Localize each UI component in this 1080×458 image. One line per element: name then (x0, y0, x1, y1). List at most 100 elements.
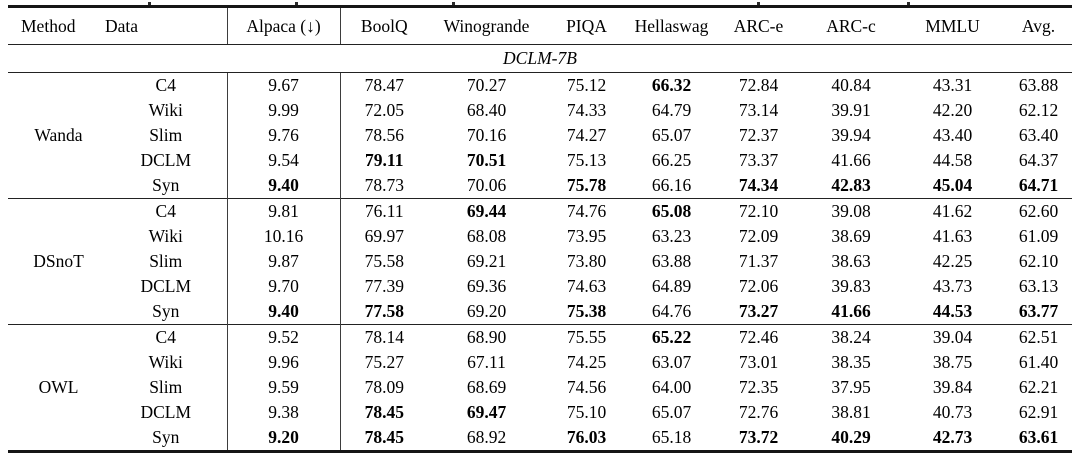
value-cell-boolq: 78.45 (364, 402, 404, 422)
value-cell-alpaca: 10.16 (226, 224, 341, 249)
value-cell-avg: 64.37 (1018, 150, 1059, 170)
value-cell-arc-e: 72.06 (738, 276, 779, 296)
remnant-mark (295, 2, 298, 5)
value-cell-winogrande: 68.90 (466, 327, 507, 347)
results-table: Method Data Alpaca (↓) BoolQ Winogrande PIQA H… (8, 5, 1072, 453)
section-label: DCLM-7B (8, 44, 1072, 73)
remnant-mark (148, 2, 151, 5)
value-cell-winogrande: 70.06 (466, 175, 507, 195)
value-cell-mmlu: 38.75 (932, 352, 973, 372)
value-cell-piqa: 75.13 (566, 150, 607, 170)
value-cell-mmlu: 44.53 (932, 301, 973, 321)
value-cell-mmlu: 41.62 (932, 201, 973, 221)
value-cell-hellaswag: 66.16 (651, 175, 692, 195)
value-cell-alpaca: 9.40 (226, 299, 341, 325)
value-cell-mmlu: 45.04 (932, 175, 973, 195)
value-cell-arc-e: 73.37 (738, 150, 779, 170)
value-cell-winogrande: 68.08 (466, 226, 507, 246)
method-group-owl: OWL C4 9.52 78.14 68.90 75.55 65.22 72.46 38.24 3… (8, 324, 1072, 452)
section-row: DCLM-7B (8, 44, 1072, 73)
value-cell-avg: 62.91 (1018, 402, 1059, 422)
value-cell-mmlu: 43.73 (932, 276, 973, 296)
value-cell-alpaca: 9.67 (226, 72, 341, 98)
value-cell-avg: 63.61 (1018, 427, 1059, 447)
table-header: Method Data Alpaca (↓) BoolQ Winogrande PIQA H… (8, 6, 1072, 45)
value-cell-piqa: 73.95 (566, 226, 607, 246)
header-row: Method Data Alpaca (↓) BoolQ Winogrande PIQA H… (8, 6, 1072, 45)
value-cell-boolq: 78.47 (364, 75, 404, 95)
value-cell-piqa: 74.27 (566, 125, 607, 145)
value-cell-avg: 62.51 (1018, 327, 1059, 347)
value-cell-arc-c: 38.81 (831, 402, 871, 422)
col-header-hellaswag: Hellaswag (628, 6, 715, 45)
value-cell-piqa: 75.10 (566, 402, 607, 422)
value-cell-alpaca: 9.54 (226, 148, 341, 173)
value-cell-boolq: 78.56 (364, 125, 404, 145)
value-cell-avg: 63.77 (1018, 301, 1059, 321)
method-label: DSnoT (33, 251, 84, 271)
method-label: Wanda (34, 125, 83, 145)
data-label: Wiki (148, 226, 183, 246)
value-cell-piqa: 74.56 (566, 377, 607, 397)
value-cell-hellaswag: 65.08 (651, 201, 692, 221)
value-cell-boolq: 72.05 (364, 100, 404, 120)
value-cell-mmlu: 39.84 (932, 377, 973, 397)
value-cell-alpaca: 9.38 (226, 400, 341, 425)
value-cell-alpaca: 9.76 (226, 123, 341, 148)
value-cell-piqa: 75.78 (566, 175, 607, 195)
value-cell-arc-e: 73.27 (738, 301, 779, 321)
value-cell-mmlu: 42.20 (932, 100, 973, 120)
value-cell-mmlu: 43.40 (932, 125, 973, 145)
value-cell-piqa: 75.55 (566, 327, 607, 347)
section-row: DCLM-7B (8, 44, 1072, 73)
table-row: Slim 9.76 78.56 70.16 74.27 65.07 72.37 39.94 43… (8, 123, 1072, 148)
value-cell-avg: 62.10 (1018, 251, 1059, 271)
value-cell-hellaswag: 64.76 (651, 301, 692, 321)
value-cell-arc-c: 39.91 (831, 100, 871, 120)
value-cell-winogrande: 69.47 (466, 402, 507, 422)
value-cell-piqa: 74.63 (566, 276, 607, 296)
data-label: Slim (149, 125, 183, 145)
value-cell-mmlu: 39.04 (932, 327, 973, 347)
value-cell-mmlu: 42.25 (932, 251, 973, 271)
value-cell-hellaswag: 63.07 (651, 352, 692, 372)
value-cell-hellaswag: 65.22 (651, 327, 692, 347)
value-cell-hellaswag: 64.89 (651, 276, 692, 296)
value-cell-alpaca: 9.81 (226, 198, 341, 224)
value-cell-winogrande: 70.51 (466, 150, 507, 170)
value-cell-alpaca: 9.96 (226, 350, 341, 375)
value-cell-boolq: 78.14 (364, 327, 404, 347)
value-cell-arc-e: 74.34 (738, 175, 779, 195)
table-row: DCLM 9.54 79.11 70.51 75.13 66.25 73.37 41.66 44… (8, 148, 1072, 173)
value-cell-arc-e: 72.46 (738, 327, 779, 347)
value-cell-winogrande: 69.36 (466, 276, 507, 296)
value-cell-arc-c: 39.94 (831, 125, 871, 145)
value-cell-piqa: 75.12 (566, 75, 607, 95)
col-header-boolq: BoolQ (340, 6, 428, 45)
value-cell-mmlu: 41.63 (932, 226, 973, 246)
data-label: C4 (155, 201, 176, 221)
value-cell-hellaswag: 66.25 (651, 150, 692, 170)
value-cell-alpaca: 9.99 (226, 98, 341, 123)
value-cell-arc-e: 72.37 (738, 125, 779, 145)
value-cell-piqa: 76.03 (566, 427, 607, 447)
value-cell-arc-e: 73.01 (738, 352, 779, 372)
data-label: DCLM (140, 276, 192, 296)
data-label: Wiki (148, 352, 183, 372)
col-header-avg: Avg. (1005, 6, 1072, 45)
data-label: Syn (152, 175, 180, 195)
table-row: DCLM 9.70 77.39 69.36 74.63 64.89 72.06 39.83 43… (8, 274, 1072, 299)
value-cell-arc-c: 41.66 (831, 150, 871, 170)
table-row: Wanda C4 9.67 78.47 70.27 75.12 66.32 72.84 40.8… (8, 72, 1072, 145)
value-cell-arc-e: 73.14 (738, 100, 779, 120)
value-cell-winogrande: 69.44 (466, 201, 507, 221)
value-cell-winogrande: 70.27 (466, 75, 507, 95)
value-cell-avg: 62.60 (1018, 201, 1059, 221)
value-cell-arc-e: 72.10 (738, 201, 779, 221)
value-cell-mmlu: 44.58 (932, 150, 973, 170)
value-cell-arc-c: 38.24 (831, 327, 871, 347)
value-cell-boolq: 77.58 (364, 301, 404, 321)
table-row: Slim 9.59 78.09 68.69 74.56 64.00 72.35 37.95 39… (8, 375, 1072, 400)
data-label: Slim (149, 251, 183, 271)
